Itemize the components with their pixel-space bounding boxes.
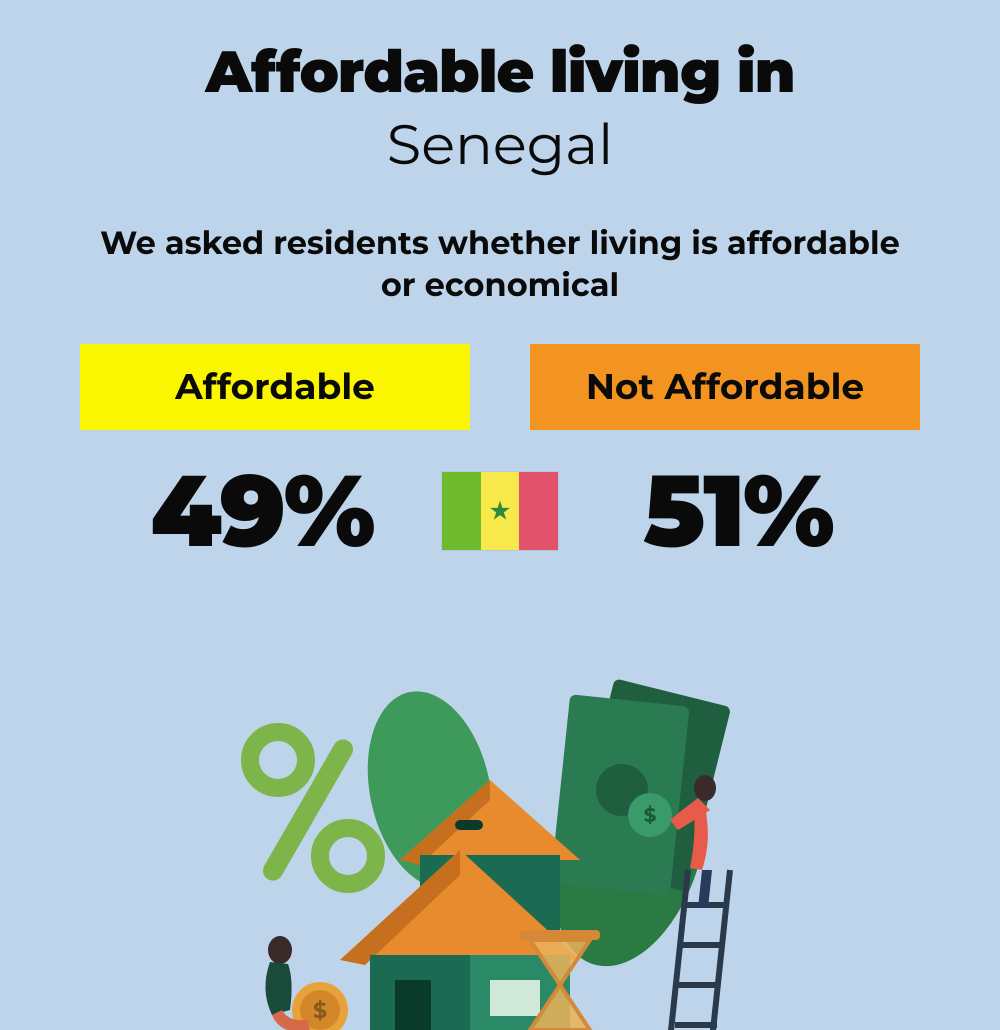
- subtitle-text: We asked residents whether living is aff…: [0, 223, 1000, 306]
- pill-not-affordable: Not Affordable: [530, 344, 920, 430]
- values-row: 49% ★ 51%: [0, 450, 1000, 572]
- person-left-icon: $: [265, 936, 348, 1030]
- pill-affordable: Affordable: [80, 344, 470, 430]
- flag-stripe-3: [519, 472, 558, 550]
- percent-icon: [250, 732, 376, 884]
- title-country: Senegal: [0, 111, 1000, 179]
- flag-senegal: ★: [442, 472, 558, 550]
- flag-stripe-1: [442, 472, 481, 550]
- flag-star-icon: ★: [488, 495, 511, 527]
- header: Affordable living in Senegal: [0, 0, 1000, 179]
- title-line1: Affordable living in: [0, 36, 1000, 107]
- svg-text:$: $: [644, 804, 657, 828]
- value-affordable: 49%: [112, 450, 412, 572]
- pill-row: Affordable Not Affordable: [0, 344, 1000, 430]
- value-not-affordable: 51%: [588, 450, 888, 572]
- illustration-housing-icon: $ $: [200, 670, 800, 1030]
- svg-text:$: $: [313, 997, 327, 1024]
